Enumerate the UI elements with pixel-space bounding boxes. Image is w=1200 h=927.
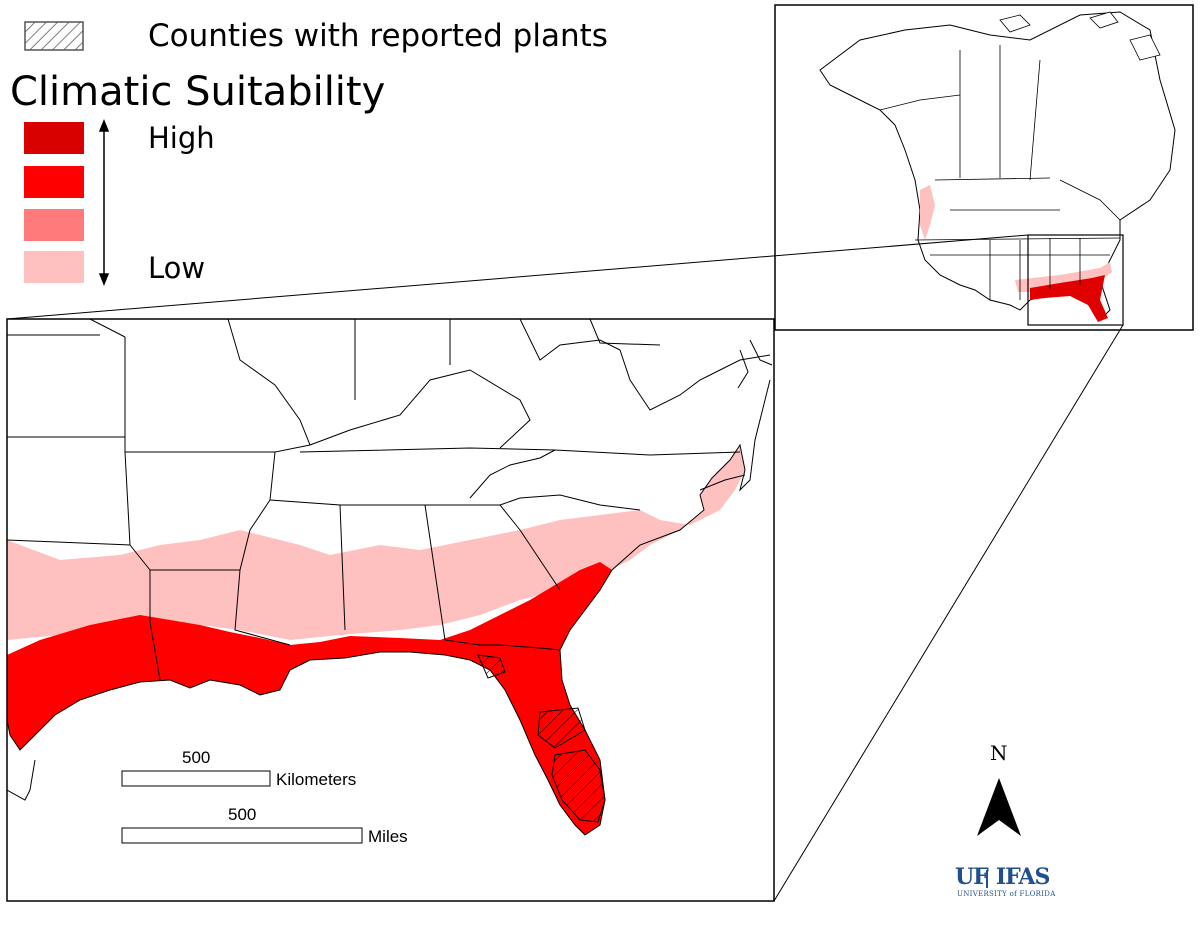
logo-divider [986, 870, 988, 888]
main-map [7, 319, 773, 836]
km-scale-unit: Kilometers [276, 770, 357, 789]
logo-subtitle: UNIVERSITY of FLORIDA [957, 890, 1056, 898]
mi-scale-value: 500 [228, 805, 257, 824]
north-label: N [990, 741, 1008, 765]
north-arrow-icon [977, 778, 1021, 836]
inset-focus-box [1027, 234, 1124, 326]
legend-title: Climatic Suitability [10, 69, 386, 115]
logo-ifas: IFAS [995, 864, 1051, 890]
km-scale-bar [121, 770, 271, 787]
hatch-swatch [24, 21, 84, 51]
high-suitability-region [7, 562, 612, 835]
inset-north-america-outline [819, 11, 1176, 321]
swatch-high [24, 166, 84, 198]
inset-map [819, 11, 1176, 326]
legend-double-arrow-icon [98, 118, 110, 287]
swatch-medium [24, 209, 84, 241]
inset-borders [879, 45, 1121, 300]
inset-arctic-islands [999, 11, 1161, 61]
ufifas-logo: UF IFAS [955, 864, 1051, 890]
inset-low-suitability [920, 185, 935, 240]
reported-counties [477, 654, 606, 823]
legend-low-label: Low [148, 251, 206, 285]
hatch-legend-label: Counties with reported plants [148, 18, 608, 54]
swatch-very-high [24, 122, 84, 154]
inset-high-suitability [1030, 275, 1108, 322]
scale-bar-graphics [121, 770, 363, 844]
mi-scale-bar [121, 827, 363, 844]
low-suitability-region [7, 445, 745, 640]
inset-leader-lines [6, 234, 1124, 902]
inset-map-frame [774, 4, 1194, 331]
state-borders [7, 319, 771, 681]
gulf-coastline [7, 379, 771, 836]
mi-scale-unit: Miles [368, 827, 408, 846]
km-scale-value: 500 [182, 748, 211, 767]
swatch-low [24, 251, 84, 283]
legend-high-label: High [148, 121, 215, 155]
logo-uf: UF [955, 864, 989, 890]
main-map-frame [6, 318, 775, 902]
